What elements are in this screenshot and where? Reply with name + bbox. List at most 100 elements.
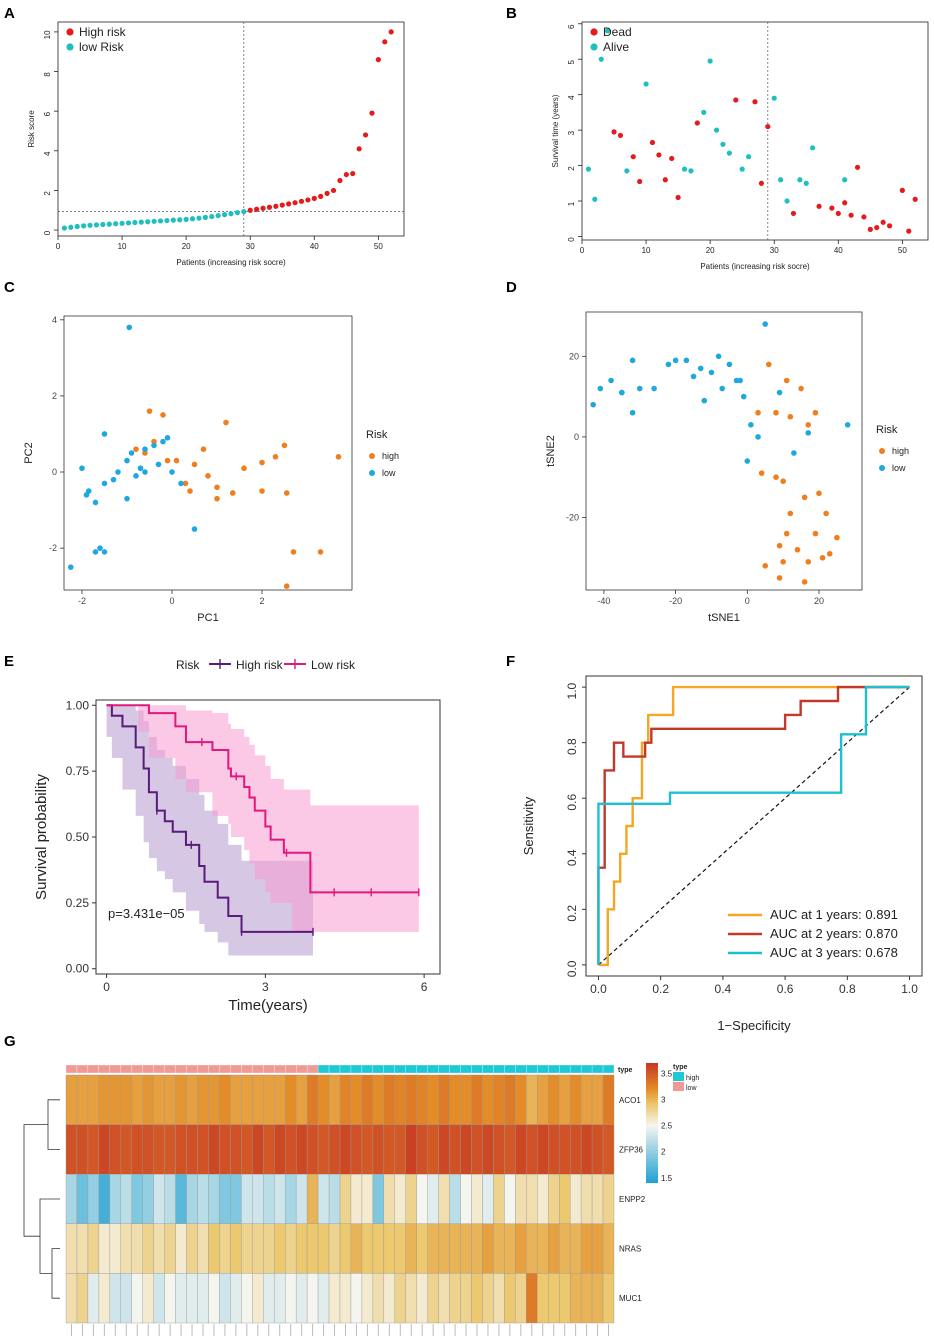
heatmap-cell — [153, 1074, 165, 1125]
data-point — [142, 446, 148, 452]
heatmap-cell — [306, 1223, 319, 1274]
heatmap-cell — [394, 1223, 406, 1274]
data-point — [842, 177, 848, 183]
heatmap-cell — [263, 1074, 275, 1125]
data-point — [794, 546, 801, 553]
heatmap-cell — [602, 1074, 615, 1125]
heatmap-cell — [65, 1074, 78, 1125]
heatmap-cell — [131, 1074, 143, 1125]
legend-label: High risk — [236, 658, 284, 672]
roc-curve — [597, 685, 910, 965]
data-point — [651, 385, 657, 392]
heatmap-cell — [295, 1173, 308, 1224]
heatmap-cell — [208, 1223, 220, 1274]
heatmap-cell — [175, 1074, 187, 1125]
heatmap-cell — [186, 1173, 198, 1224]
heatmap-cell — [274, 1124, 286, 1175]
data-point — [124, 457, 130, 464]
heatmap-cell — [164, 1074, 176, 1125]
heatmap-cell — [252, 1173, 264, 1224]
legend-swatch — [66, 43, 74, 51]
x-axis-label: Patients (increasing risk socre) — [176, 258, 286, 267]
heatmap-cell — [580, 1124, 593, 1175]
heatmap-cell — [427, 1273, 439, 1324]
data-point — [755, 434, 761, 440]
data-point — [305, 197, 311, 203]
data-point — [737, 377, 743, 384]
heatmap-cell — [252, 1273, 264, 1324]
heatmap-cell — [153, 1173, 165, 1224]
column-label — [476, 1324, 478, 1336]
heatmap-cell — [559, 1074, 571, 1125]
data-point — [805, 430, 812, 436]
svg-text:C: C — [4, 279, 15, 296]
column-label — [334, 1324, 336, 1336]
x-tick-label: 20 — [182, 242, 191, 251]
data-point — [79, 465, 85, 472]
x-tick-label: 1.0 — [901, 982, 918, 996]
heatmap-cell — [383, 1273, 395, 1324]
heatmap-cell — [416, 1173, 428, 1224]
heatmap-cell — [591, 1074, 604, 1125]
heatmap-cell — [383, 1223, 395, 1274]
data-point — [209, 213, 215, 220]
km-survival-plot: 0 3 6 0.00 0.25 0.50 0.75 1.00 Time(years) Surviv… — [33, 658, 441, 1014]
column-label — [487, 1324, 489, 1336]
legend-label: AUC at 3 years: 0.678 — [770, 945, 898, 960]
y-tick-label: 0.00 — [66, 962, 90, 976]
x-tick-label: 0.8 — [839, 982, 856, 996]
data-point — [776, 542, 783, 549]
legend-swatch — [369, 470, 375, 476]
data-point — [708, 369, 715, 376]
column-label — [279, 1324, 281, 1336]
data-point — [146, 408, 153, 414]
confidence-band — [106, 705, 419, 932]
y-tick-label: 4 — [567, 95, 576, 100]
dendrogram-branch — [39, 1198, 60, 1274]
heatmap-cell — [427, 1173, 439, 1224]
heatmap-cell — [328, 1124, 341, 1175]
plot-frame — [585, 311, 863, 591]
heatmap-cell — [317, 1223, 330, 1274]
heatmap-cell — [482, 1273, 494, 1324]
data-point — [688, 168, 694, 174]
data-point — [164, 434, 171, 441]
heatmap-cell — [405, 1273, 417, 1324]
data-point — [290, 549, 297, 555]
heatmap-cell — [460, 1074, 472, 1125]
heatmap-cell — [241, 1223, 253, 1274]
heatmap-cell — [197, 1223, 209, 1274]
data-point — [183, 216, 189, 222]
x-tick-label: 0 — [580, 246, 585, 255]
x-tick-label: 0.2 — [652, 982, 669, 996]
panel-label-b: B — [506, 5, 517, 22]
x-axis-label: Patients (increasing risk socre) — [700, 262, 810, 271]
heatmap-cell — [339, 1223, 352, 1274]
data-point — [726, 150, 732, 156]
legend-label: high — [686, 1075, 699, 1082]
heatmap-cell — [602, 1273, 615, 1324]
annotation-cell — [504, 1064, 516, 1074]
heatmap-cell — [526, 1074, 538, 1125]
heatmap-cell — [153, 1124, 165, 1175]
column-label — [323, 1324, 325, 1336]
heatmap-cell — [241, 1074, 253, 1125]
heatmap-cell — [274, 1273, 286, 1324]
data-point — [611, 129, 617, 135]
plot-frame — [585, 675, 923, 977]
color-scale-tick: 2 — [661, 1148, 666, 1157]
heatmap-cell — [449, 1074, 461, 1125]
data-point — [783, 530, 790, 537]
data-point — [254, 206, 260, 212]
column-label — [114, 1324, 116, 1336]
data-point — [234, 210, 241, 216]
data-point — [189, 216, 196, 222]
heatmap-cell — [405, 1173, 417, 1224]
data-point — [229, 490, 236, 496]
y-tick-label: 1.00 — [66, 698, 90, 712]
heatmap-cell — [164, 1173, 176, 1224]
y-axis-label: Sensitivity — [521, 796, 536, 855]
annotation-cell — [328, 1064, 341, 1074]
annotation-cell — [460, 1064, 472, 1074]
data-point — [286, 201, 292, 207]
